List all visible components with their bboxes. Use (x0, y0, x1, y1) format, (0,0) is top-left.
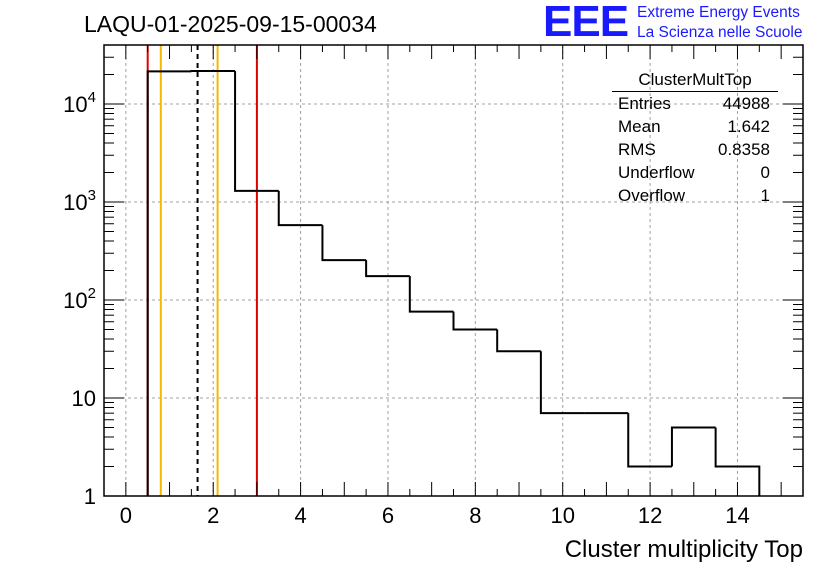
y-tick-label: 1 (84, 484, 96, 509)
x-tick-label: 6 (382, 503, 394, 528)
y-tick-label: 104 (63, 89, 96, 117)
stats-value: 1 (760, 186, 770, 205)
x-tick-label: 2 (207, 503, 219, 528)
vertical-markers (146, 45, 258, 496)
histogram-bin (365, 260, 410, 278)
x-tick-label: 14 (725, 503, 749, 528)
logo-mark: EEE (543, 0, 629, 46)
x-axis-label: Cluster multiplicity Top (564, 536, 803, 563)
logo-text: Extreme Energy Events La Scienza nelle S… (637, 3, 802, 43)
histogram-bin (277, 190, 323, 227)
y-tick-label: 102 (63, 285, 96, 313)
stats-label: RMS (618, 140, 656, 159)
x-tick-label: 0 (120, 503, 132, 528)
stats-label: Mean (618, 117, 661, 136)
stats-row-overflow: Overflow 1 (612, 184, 778, 207)
histogram-series (146, 70, 761, 496)
histogram-bin (714, 427, 761, 496)
x-tick-label: 12 (638, 503, 662, 528)
histogram-bin (321, 225, 367, 262)
stats-title: ClusterMultTop (612, 70, 778, 92)
stats-value: 1.642 (727, 117, 770, 136)
stats-label: Underflow (618, 163, 695, 182)
stats-value: 0 (760, 163, 770, 182)
x-tick-label: 10 (550, 503, 574, 528)
histogram-bin (627, 413, 672, 468)
histogram-bin (452, 311, 498, 331)
stats-row-underflow: Underflow 0 (612, 161, 778, 184)
grid-lines (104, 45, 803, 496)
histogram-bin (234, 71, 279, 192)
y-tick-label: 103 (63, 187, 96, 215)
stats-row-entries: Entries 44988 (612, 92, 778, 115)
stats-value: 0.8358 (718, 140, 770, 159)
chart-title: LAQU-01-2025-09-15-00034 (84, 11, 377, 37)
histogram-bin (408, 276, 454, 313)
histogram-bin (496, 329, 541, 353)
stats-value: 44988 (722, 94, 770, 113)
x-tick-label: 8 (469, 503, 481, 528)
y-tick-label: 10 (72, 386, 96, 411)
histogram-bin (539, 351, 585, 415)
stats-row-mean: Mean 1.642 (612, 115, 778, 138)
histogram-bin (670, 426, 716, 467)
x-tick-label: 4 (294, 503, 306, 528)
eee-logo: EEE (543, 0, 629, 46)
stats-label: Overflow (618, 186, 686, 205)
stats-box: ClusterMultTop Entries 44988 Mean 1.642 … (612, 70, 778, 207)
logo-line-2: La Scienza nelle Scuole (637, 24, 803, 41)
stats-row-rms: RMS 0.8358 (612, 138, 778, 161)
logo-line-1: Extreme Energy Events (637, 4, 800, 21)
histogram-bin (146, 70, 192, 496)
stats-label: Entries (618, 94, 671, 113)
